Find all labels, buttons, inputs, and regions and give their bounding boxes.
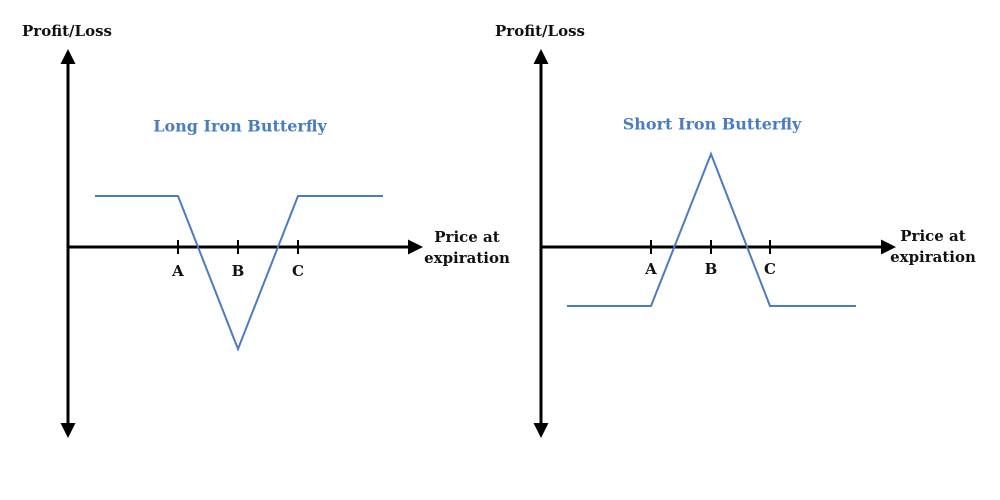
x-label: Price at bbox=[434, 228, 499, 246]
tick-label: C bbox=[764, 260, 776, 278]
tick-label: A bbox=[644, 260, 657, 278]
tick-label: A bbox=[171, 262, 184, 280]
tick-label: B bbox=[705, 260, 718, 278]
payoff-line bbox=[95, 195, 383, 352]
payoff-line bbox=[567, 151, 856, 307]
panel: Profit/Loss Price at expiration Short Ir… bbox=[495, 22, 976, 438]
x-label: expiration bbox=[424, 249, 510, 267]
tick-label: C bbox=[292, 262, 304, 280]
y-label: Profit/Loss bbox=[495, 22, 585, 40]
tick-label: B bbox=[232, 262, 245, 280]
panel: Profit/Loss Price at expiration Long Iro… bbox=[22, 22, 510, 438]
x-label: expiration bbox=[890, 248, 976, 266]
x-label: Price at bbox=[900, 227, 965, 245]
y-label: Profit/Loss bbox=[22, 22, 112, 40]
chart-title: Short Iron Butterfly bbox=[623, 115, 802, 134]
chart-title: Long Iron Butterfly bbox=[153, 117, 327, 136]
